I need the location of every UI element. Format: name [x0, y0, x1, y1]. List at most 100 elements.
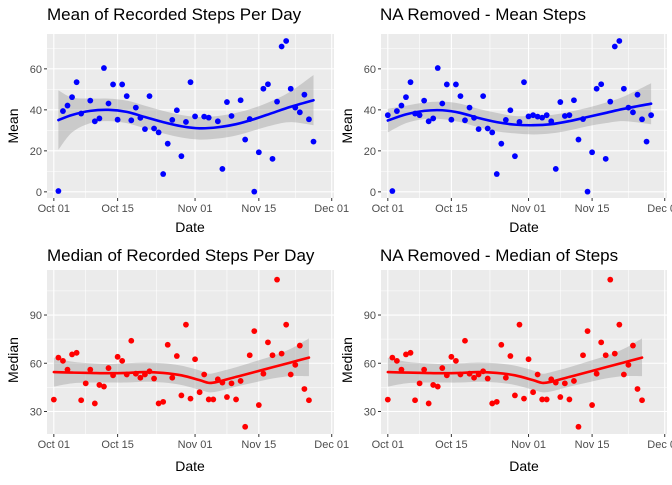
- data-point: [534, 113, 541, 120]
- data-point: [462, 337, 468, 344]
- data-point: [512, 392, 518, 399]
- data-point: [607, 98, 614, 105]
- data-point: [205, 396, 212, 403]
- data-point: [255, 402, 262, 408]
- data-point: [160, 171, 167, 177]
- x-tick-label: Nov 15: [241, 203, 276, 215]
- data-point: [269, 155, 276, 162]
- x-tick-label: Oct 15: [101, 439, 133, 451]
- data-point: [457, 93, 464, 100]
- x-tick-label: Nov 15: [575, 203, 610, 215]
- data-point: [389, 188, 396, 194]
- data-point: [620, 371, 627, 378]
- data-point: [557, 99, 564, 105]
- data-point: [196, 389, 203, 396]
- x-tick-label: Dec 01: [314, 203, 349, 215]
- data-point: [87, 366, 94, 373]
- data-point: [502, 116, 509, 123]
- data-point: [82, 380, 89, 387]
- plot-area: Oct 01 Oct 15 Nov 01 Nov 15 Dec 01 0 20 40 60: [364, 34, 672, 215]
- data-point: [301, 91, 308, 98]
- data-point: [634, 386, 641, 392]
- data-point: [265, 81, 271, 88]
- data-point: [521, 395, 527, 402]
- data-point: [55, 188, 62, 194]
- data-point: [91, 118, 98, 125]
- data-point: [480, 93, 487, 100]
- data-point: [430, 115, 437, 122]
- data-point: [283, 321, 290, 328]
- data-point: [453, 357, 459, 364]
- data-point: [192, 356, 198, 363]
- data-point: [183, 119, 189, 125]
- data-point: [214, 118, 221, 125]
- y-tick-label: 60: [364, 64, 376, 76]
- y-axis-title: Median: [339, 337, 355, 383]
- data-point: [512, 153, 518, 160]
- data-point: [224, 394, 230, 400]
- data-point: [146, 93, 153, 100]
- data-point: [484, 375, 491, 382]
- y-tick-label: 60: [364, 358, 376, 370]
- data-point: [87, 97, 94, 104]
- data-point: [507, 107, 514, 114]
- data-point: [251, 188, 258, 195]
- data-point: [60, 108, 66, 114]
- data-point: [493, 398, 500, 405]
- y-tick-label: 30: [364, 406, 376, 418]
- x-tick-label: Dec 01: [647, 439, 672, 451]
- plot-background: [381, 270, 667, 434]
- data-point: [484, 125, 491, 132]
- data-point: [425, 400, 432, 407]
- data-point: [421, 366, 428, 373]
- x-tick-label: Nov 01: [511, 203, 546, 215]
- data-point: [434, 65, 441, 71]
- data-point: [575, 136, 582, 143]
- data-point: [561, 380, 568, 387]
- data-point: [91, 400, 98, 407]
- data-point: [55, 354, 62, 361]
- x-tick-label: Oct 01: [38, 439, 70, 451]
- data-point: [283, 38, 290, 44]
- data-point: [306, 116, 312, 123]
- data-point: [598, 81, 605, 88]
- data-point: [443, 81, 450, 88]
- data-point: [639, 397, 645, 404]
- x-tick-label: Oct 01: [38, 203, 70, 215]
- data-point: [306, 397, 312, 404]
- panel-median-recorded: Oct 01 Oct 15 Nov 01 Nov 15 Dec 01 30 60 90 Med…: [5, 246, 349, 474]
- data-point: [412, 397, 418, 404]
- data-point: [598, 339, 605, 346]
- y-tick-label: 40: [30, 105, 42, 117]
- y-axis-title: Mean: [5, 108, 21, 143]
- smooth-line: [52, 356, 311, 385]
- data-point: [580, 352, 586, 359]
- data-point: [439, 100, 446, 107]
- data-point: [301, 386, 308, 392]
- data-point: [643, 138, 650, 145]
- data-point: [287, 85, 294, 92]
- data-point: [210, 396, 217, 403]
- data-point: [557, 394, 564, 400]
- panel-title: Mean of Recorded Steps Per Day: [47, 5, 302, 24]
- data-point: [611, 43, 618, 50]
- data-point: [101, 383, 107, 390]
- data-point: [430, 382, 437, 388]
- data-point: [616, 321, 623, 328]
- data-point: [620, 85, 627, 92]
- x-tick-label: Nov 15: [575, 439, 610, 451]
- data-point: [242, 423, 249, 430]
- data-point: [571, 97, 577, 104]
- data-point: [634, 91, 641, 98]
- data-point: [310, 138, 317, 145]
- y-tick-label: 20: [364, 146, 376, 158]
- smooth-line: [57, 98, 315, 130]
- data-point: [448, 116, 455, 123]
- data-point: [205, 114, 212, 121]
- y-tick-label: 0: [36, 187, 42, 199]
- plot-area: Oct 01 Oct 15 Nov 01 Nov 15 Dec 01 30 60 90: [364, 270, 672, 451]
- x-tick-label: Dec 01: [647, 203, 672, 215]
- data-point: [593, 85, 600, 92]
- data-point: [155, 129, 162, 136]
